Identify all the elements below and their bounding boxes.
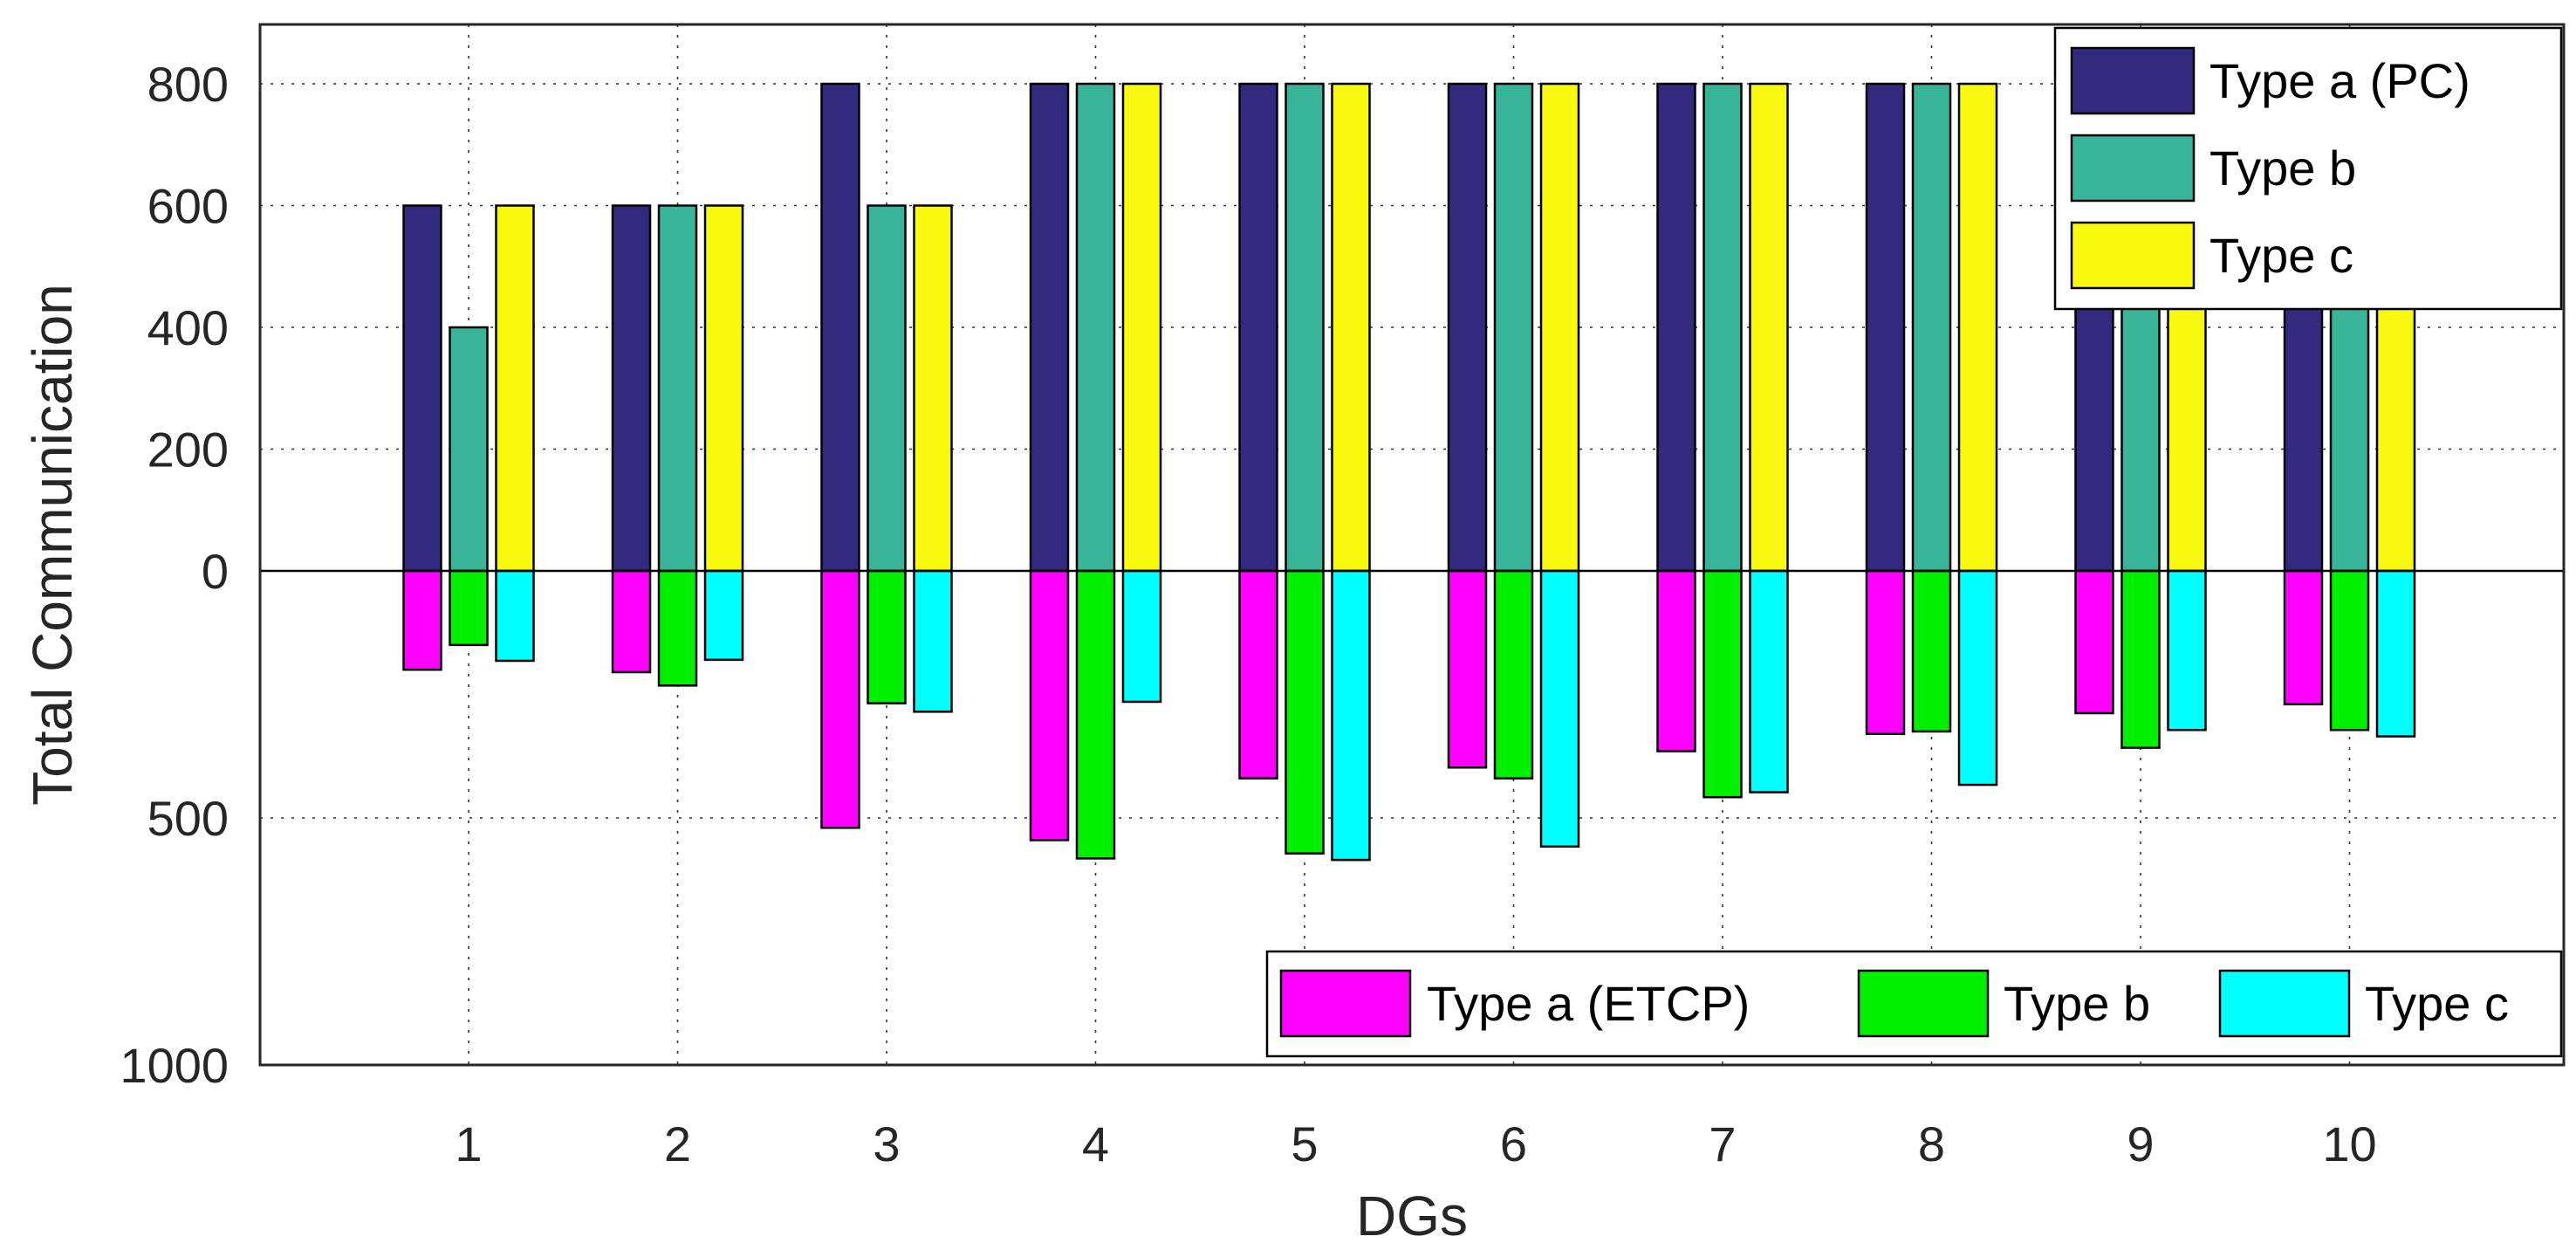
bar-bottom-series-2 [1075,569,1116,860]
legend-label-type-b-bottom: Type b [2004,976,2150,1031]
legend-bottom: Type a (ETCP) Type b Type c [1265,950,2563,1058]
bar-bottom-series-2 [1911,569,1952,733]
plot-frame [258,23,2566,1067]
bar-top-series-1 [402,204,442,573]
bar-top-series-3 [1121,82,1162,573]
bar-top-series-2 [657,204,698,573]
y-tick-label: 0 [202,544,229,599]
bar-top-series-2 [1285,82,1325,573]
x-tick-label: 4 [1082,1116,1109,1171]
bar-top-series-3 [1749,82,1789,573]
bar-bottom-series-3 [1539,569,1580,848]
y-tick-label: 400 [147,300,229,355]
bar-top-series-1 [1865,82,1906,573]
bar-bottom-series-1 [1865,569,1906,736]
y-tick-labels: 800 600 400 200 0 500 1000 [120,57,229,1093]
bar-bottom-series-2 [2120,569,2161,749]
bar-bottom-series-2 [449,569,489,647]
y-tick-label: 500 [147,791,229,846]
legend-label-type-c-top: Type c [2209,228,2353,283]
x-tick-labels: 1 2 3 4 5 6 7 8 9 10 [455,1116,2376,1171]
grid-layer [260,24,2564,1065]
bar-top-series-2 [1493,82,1534,573]
bar-top-series-3 [1957,82,1998,573]
bar-bottom-series-3 [1121,569,1162,704]
bar-top-series-1 [1238,82,1278,573]
legend-swatch-type-c-bottom [2218,969,2351,1038]
bar-bottom-series-1 [1656,569,1696,752]
bar-bottom-series-3 [1749,569,1789,793]
y-tick-label: 200 [147,422,229,477]
bar-bottom-series-3 [703,569,744,662]
bar-bottom-series-3 [495,569,535,663]
legend-label-type-a-etcp: Type a (ETCP) [1427,976,1750,1031]
x-tick-label: 6 [1500,1116,1527,1171]
bar-bottom-series-3 [1331,569,1371,862]
legend-label-type-a-pc: Type a (PC) [2209,53,2470,108]
x-tick-label: 3 [873,1116,900,1171]
bar-top-series-3 [495,204,535,573]
bar-bottom-series-2 [657,569,698,687]
legend-swatch-type-a-etcp [1279,969,1412,1038]
bar-bottom-series-2 [1702,569,1743,799]
y-axis-label: Total Communication [21,284,84,806]
bar-bottom-series-2 [1285,569,1325,855]
bar-top-series-1 [611,204,652,573]
bar-bottom-series-2 [867,569,907,704]
x-tick-label: 1 [455,1116,482,1171]
x-tick-label: 10 [2322,1116,2376,1171]
legend-swatch-type-b-top [2070,134,2196,203]
legend-label-type-c-bottom: Type c [2365,976,2509,1031]
legend-top: Type a (PC) Type b Type c [2053,26,2563,311]
bar-top-series-2 [449,326,489,573]
bar-top-series-2 [867,204,907,573]
legend-swatch-type-c-top [2070,221,2196,290]
bar-bottom-series-1 [1447,569,1488,769]
bar-top-series-3 [703,204,744,573]
bar-top-series-3 [913,204,953,573]
bar-top-series-1 [1656,82,1696,573]
x-tick-label: 7 [1709,1116,1736,1171]
bar-top-series-3 [1539,82,1580,573]
bar-bottom-series-3 [1957,569,1998,786]
legend-label-type-b-top: Type b [2209,141,2356,196]
bar-top-series-1 [820,82,860,573]
y-tick-label: 800 [147,57,229,112]
bar-top-series-1 [1447,82,1488,573]
x-tick-label: 8 [1918,1116,1945,1171]
x-tick-label: 5 [1291,1116,1318,1171]
x-axis-label: DGs [1356,1185,1468,1247]
bar-top-series-2 [1911,82,1952,573]
bar-bottom-series-1 [1238,569,1278,780]
x-tick-label: 9 [2127,1116,2154,1171]
bar-bottom-series-1 [2283,569,2324,706]
bar-top-series-2 [1075,82,1116,573]
bar-bottom-series-1 [2074,569,2114,715]
bar-bottom-series-3 [913,569,953,713]
bar-bottom-series-1 [402,569,442,671]
y-tick-label: 600 [147,179,229,234]
bar-bottom-series-3 [2375,569,2416,738]
legend-swatch-type-b-bottom [1857,969,1990,1038]
y-tick-label: 1000 [120,1038,229,1093]
x-tick-label: 2 [664,1116,691,1171]
bar-top-series-2 [1702,82,1743,573]
bar-bottom-series-2 [2329,569,2370,732]
bar-bottom-series-3 [2167,569,2207,732]
bars-layer [402,82,2416,862]
legend-swatch-type-a-pc [2070,46,2196,115]
bar-bottom-series-1 [1029,569,1070,841]
bar-bottom-series-1 [611,569,652,674]
bar-top-series-3 [1331,82,1371,573]
bar-top-series-1 [1029,82,1070,573]
bar-bottom-series-2 [1493,569,1534,780]
bar-bottom-series-1 [820,569,860,829]
